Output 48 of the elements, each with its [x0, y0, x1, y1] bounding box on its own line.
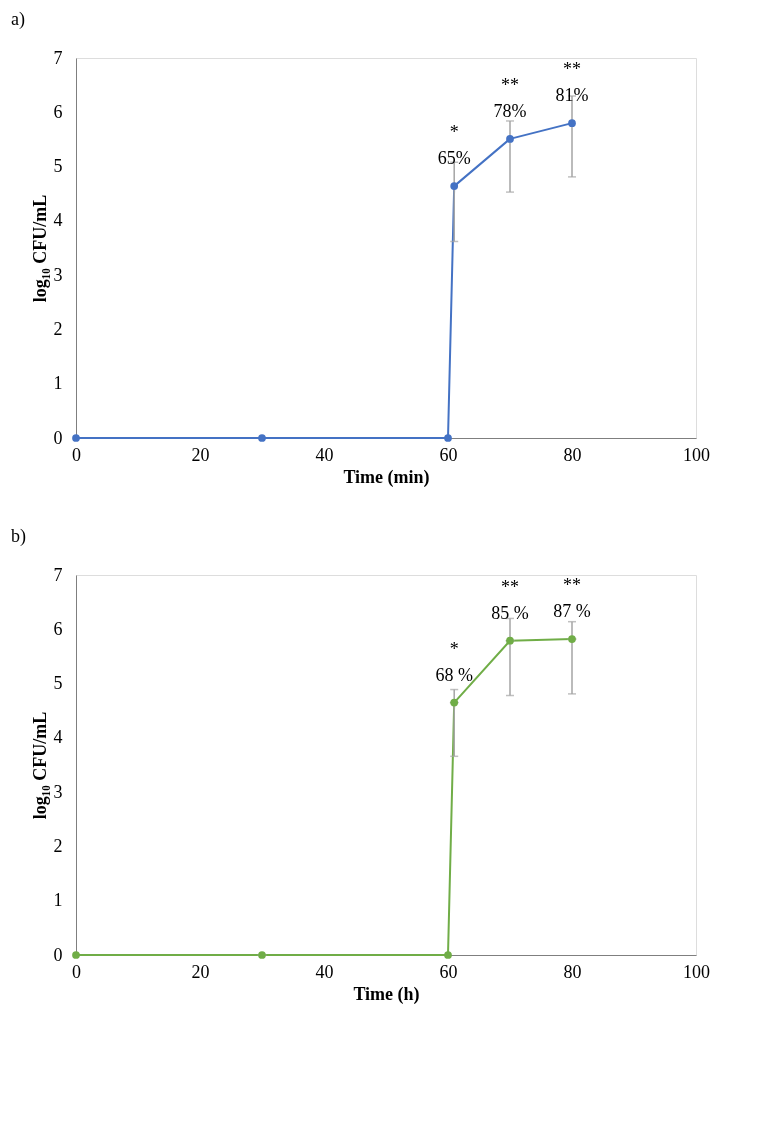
y-tick-label: 4: [53, 727, 63, 748]
annotation: * 68 %: [435, 638, 473, 685]
y-tick-label: 4: [53, 210, 63, 231]
point: [72, 434, 80, 442]
y-tick-label: 5: [53, 673, 63, 694]
x-tick-label: 100: [683, 961, 710, 982]
x-tick-label: 0: [72, 961, 81, 982]
y-tick-label: 0: [53, 944, 63, 965]
chart-title: b): [11, 526, 26, 547]
x-tick-label: 40: [315, 961, 334, 982]
y-tick-label: 7: [53, 47, 63, 68]
y-tick-label: 5: [53, 156, 63, 177]
x-tick-label: 40: [315, 444, 334, 465]
x-tick-label: 20: [191, 961, 210, 982]
point: [72, 951, 80, 959]
x-tick-label: 20: [191, 444, 210, 465]
annotation: ** 78%: [493, 75, 527, 122]
x-axis-title: Time (min): [343, 466, 430, 488]
x-tick-label: 80: [563, 961, 582, 982]
y-tick-label: 3: [53, 781, 63, 802]
point: [444, 951, 452, 959]
point: [258, 434, 266, 442]
x-tick-label: 60: [439, 444, 458, 465]
x-tick-label: 60: [439, 961, 458, 982]
annotation: ** 81%: [555, 59, 589, 106]
y-tick-label: 6: [53, 618, 63, 639]
x-tick-label: 100: [683, 444, 710, 465]
y-axis-title: log₁₀ CFU/mL: [29, 711, 50, 820]
point: [444, 434, 452, 442]
point: [506, 135, 514, 143]
chart-title: a): [11, 9, 25, 30]
y-tick-label: 2: [53, 835, 63, 856]
annotation: ** 85 %: [491, 576, 529, 623]
point: [568, 119, 576, 128]
y-tick-label: 3: [53, 264, 63, 285]
y-tick-label: 0: [53, 427, 63, 448]
annotation: ** 87 %: [553, 575, 591, 622]
y-tick-label: 1: [53, 373, 63, 394]
y-tick-label: 1: [53, 890, 63, 911]
y-axis-title: log₁₀ CFU/mL: [29, 194, 50, 303]
y-tick-label: 6: [53, 101, 63, 122]
y-tick-label: 2: [53, 318, 63, 339]
x-axis-title: Time (h): [353, 983, 420, 1005]
y-tick-label: 7: [53, 564, 63, 585]
point: [450, 182, 459, 190]
x-tick-label: 0: [72, 444, 81, 465]
annotation: * 65%: [437, 122, 471, 169]
x-tick-label: 80: [563, 444, 582, 465]
